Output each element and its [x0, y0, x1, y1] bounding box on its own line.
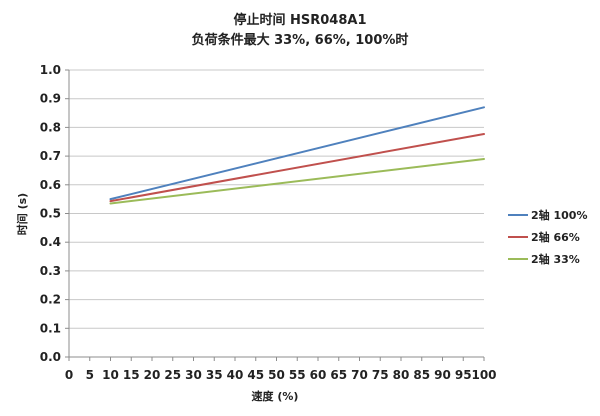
series-lines: [109, 106, 485, 205]
y-tick-label: 0.2: [40, 293, 61, 307]
x-tick-label: 65: [330, 368, 347, 382]
x-tick-label: 55: [289, 368, 306, 382]
x-tick-label: 50: [268, 368, 285, 382]
y-tick-label: 0.4: [40, 235, 61, 249]
y-tick-label: 0.7: [40, 149, 61, 163]
x-tick-label: 5: [86, 368, 94, 382]
y-tick-label: 1.0: [40, 63, 61, 77]
legend-label-1: 2轴 100%: [531, 208, 587, 222]
series-line-3: [109, 157, 485, 205]
x-tick-label: 15: [123, 368, 140, 382]
x-tick-label: 100: [471, 368, 496, 382]
y-tick-label: 0.5: [40, 207, 61, 221]
x-tick-label: 30: [185, 368, 202, 382]
y-axis-title: 时间 (s): [15, 193, 29, 235]
x-tick-label: 40: [227, 368, 244, 382]
x-tick-label: 20: [144, 368, 161, 382]
y-tick-label: 0.6: [40, 178, 61, 192]
y-tick-label: 0.1: [40, 321, 61, 335]
y-tick-label: 0.3: [40, 264, 61, 278]
x-tick-label: 35: [206, 368, 223, 382]
x-tick-label: 60: [310, 368, 327, 382]
y-tick-labels: 0.0 0.1 0.2 0.3 0.4 0.5 0.6 0.7 0.8 0.9 1.0: [40, 63, 61, 364]
chart-subtitle: 负荷条件最大 33%, 66%, 100%时: [192, 32, 409, 48]
x-tick-label: 85: [413, 368, 430, 382]
x-tick-label: 45: [247, 368, 264, 382]
legend-label-2: 2轴 66%: [531, 230, 580, 244]
x-tick-labels: 0 5 10 15 20 25 30 35 40 45 50 55 60 65 70 75 80 85 90 95 10…: [65, 368, 497, 382]
x-tick-label: 10: [102, 368, 119, 382]
y-tick-label: 0.0: [40, 350, 61, 364]
series-line-2: [109, 133, 485, 203]
x-tick-label: 75: [372, 368, 389, 382]
series-line-1: [109, 106, 485, 201]
axes: [65, 69, 485, 361]
y-tick-label: 0.9: [40, 92, 61, 106]
legend-label-3: 2轴 33%: [531, 252, 580, 266]
chart-title: 停止时间 HSR048A1: [233, 12, 366, 28]
x-tick-label: 95: [455, 368, 472, 382]
gridlines: [69, 69, 484, 329]
x-tick-label: 80: [393, 368, 410, 382]
x-tick-label: 25: [164, 368, 181, 382]
legend: 2轴 100% 2轴 66% 2轴 33%: [508, 208, 587, 266]
x-tick-label: 70: [351, 368, 368, 382]
y-tick-label: 0.8: [40, 120, 61, 134]
x-tick-label: 0: [65, 368, 73, 382]
x-axis-title: 速度 (%): [252, 389, 299, 403]
x-tick-label: 90: [434, 368, 451, 382]
